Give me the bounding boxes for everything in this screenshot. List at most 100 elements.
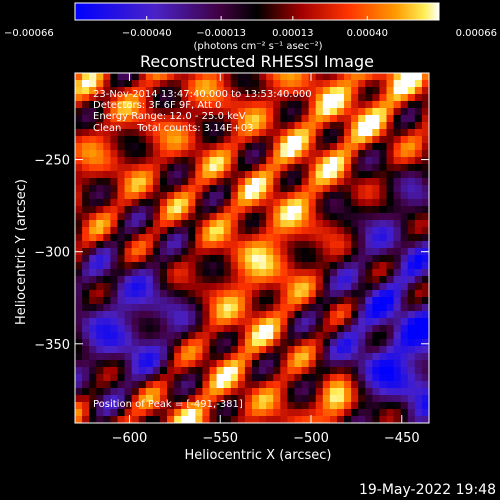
heatmap-cell: [209, 164, 218, 172]
heatmap-cell: [308, 416, 317, 423]
heatmap-cell: [209, 234, 218, 242]
heatmap-cell: [96, 248, 104, 256]
heatmap-cell: [372, 143, 381, 151]
heatmap-cell: [259, 185, 267, 193]
heatmap-cell: [117, 192, 126, 200]
heatmap-cell: [351, 269, 359, 277]
heatmap-cell: [273, 395, 281, 403]
heatmap-cell: [414, 157, 423, 165]
heatmap-cell: [110, 220, 119, 228]
heatmap-cell: [421, 381, 429, 389]
heatmap-cell: [322, 199, 331, 207]
heatmap-cell: [237, 234, 246, 242]
heatmap-cell: [110, 157, 119, 165]
heatmap-cell: [336, 255, 345, 263]
heatmap-cell: [400, 248, 409, 256]
heatmap-cell: [322, 339, 331, 347]
heatmap-cell: [336, 402, 345, 410]
heatmap-cell: [308, 136, 317, 144]
heatmap-cell: [259, 73, 267, 81]
heatmap-cell: [209, 269, 218, 277]
heatmap-cell: [407, 353, 416, 361]
heatmap-cell: [393, 115, 402, 123]
heatmap-cell: [280, 129, 288, 137]
heatmap-cell: [393, 185, 402, 193]
heatmap-cell: [322, 108, 331, 116]
heatmap-cell: [294, 388, 303, 396]
heatmap-cell: [407, 213, 416, 221]
heatmap-cell: [237, 367, 246, 375]
heatmap-cell: [421, 143, 429, 151]
heatmap-cell: [365, 199, 373, 207]
heatmap-cell: [202, 185, 211, 193]
heatmap-cell: [344, 332, 352, 340]
heatmap-cell: [273, 283, 281, 291]
heatmap-cell: [329, 318, 338, 326]
heatmap-cell: [266, 101, 274, 109]
chart-title: Reconstructed RHESSI Image: [140, 52, 374, 71]
heatmap-cell: [372, 269, 381, 277]
heatmap-cell: [174, 129, 182, 137]
heatmap-cell: [344, 262, 352, 270]
heatmap-cell: [237, 101, 246, 109]
heatmap-cell: [301, 360, 310, 368]
heatmap-cell: [138, 192, 147, 200]
heatmap-cell: [244, 157, 253, 165]
heatmap-cell: [195, 395, 204, 403]
heatmap-cell: [131, 94, 140, 102]
heatmap-cell: [400, 283, 409, 291]
heatmap-cell: [294, 416, 303, 423]
heatmap-cell: [386, 87, 395, 95]
heatmap-cell: [379, 276, 388, 284]
heatmap-cell: [308, 297, 317, 305]
heatmap-cell: [344, 143, 352, 151]
heatmap-cell: [237, 297, 246, 305]
heatmap-cell: [393, 122, 402, 130]
heatmap-cell: [301, 101, 310, 109]
heatmap-cell: [358, 192, 366, 200]
heatmap-cell: [110, 332, 119, 340]
heatmap-cell: [421, 136, 429, 144]
heatmap-cell: [358, 255, 366, 263]
heatmap-cell: [195, 409, 204, 417]
heatmap-cell: [202, 136, 211, 144]
heatmap-cell: [315, 402, 324, 410]
heatmap-cell: [244, 108, 253, 116]
heatmap-cell: [414, 248, 423, 256]
heatmap-cell: [110, 297, 119, 305]
heatmap-cell: [287, 192, 296, 200]
heatmap-cell: [145, 325, 154, 333]
heatmap-cell: [152, 234, 161, 242]
heatmap-cell: [386, 234, 395, 242]
heatmap-cell: [379, 220, 388, 228]
heatmap-cell: [266, 143, 274, 151]
heatmap-cell: [287, 346, 296, 354]
heatmap-cell: [145, 297, 154, 305]
heatmap-cell: [159, 353, 168, 361]
heatmap-cell: [117, 227, 126, 235]
heatmap-cell: [202, 269, 211, 277]
heatmap-cell: [379, 304, 388, 312]
heatmap-cell: [315, 304, 324, 312]
heatmap-cell: [117, 178, 126, 186]
heatmap-cell: [336, 101, 345, 109]
heatmap-cell: [174, 185, 182, 193]
heatmap-cell: [315, 227, 324, 235]
heatmap-cell: [315, 157, 324, 165]
heatmap-cell: [294, 367, 303, 375]
heatmap-cell: [216, 206, 225, 214]
heatmap-cell: [421, 150, 429, 158]
heatmap-cell: [131, 248, 140, 256]
heatmap-cell: [407, 283, 416, 291]
heatmap-cell: [188, 122, 196, 130]
heatmap-cell: [344, 402, 352, 410]
heatmap-cell: [294, 157, 303, 165]
heatmap-cell: [351, 80, 359, 88]
heatmap-cell: [209, 157, 218, 165]
heatmap-cell: [365, 122, 373, 130]
heatmap-cell: [414, 115, 423, 123]
heatmap-cell: [96, 129, 104, 137]
heatmap-cell: [216, 283, 225, 291]
heatmap-cell: [358, 87, 366, 95]
heatmap-cell: [287, 297, 296, 305]
